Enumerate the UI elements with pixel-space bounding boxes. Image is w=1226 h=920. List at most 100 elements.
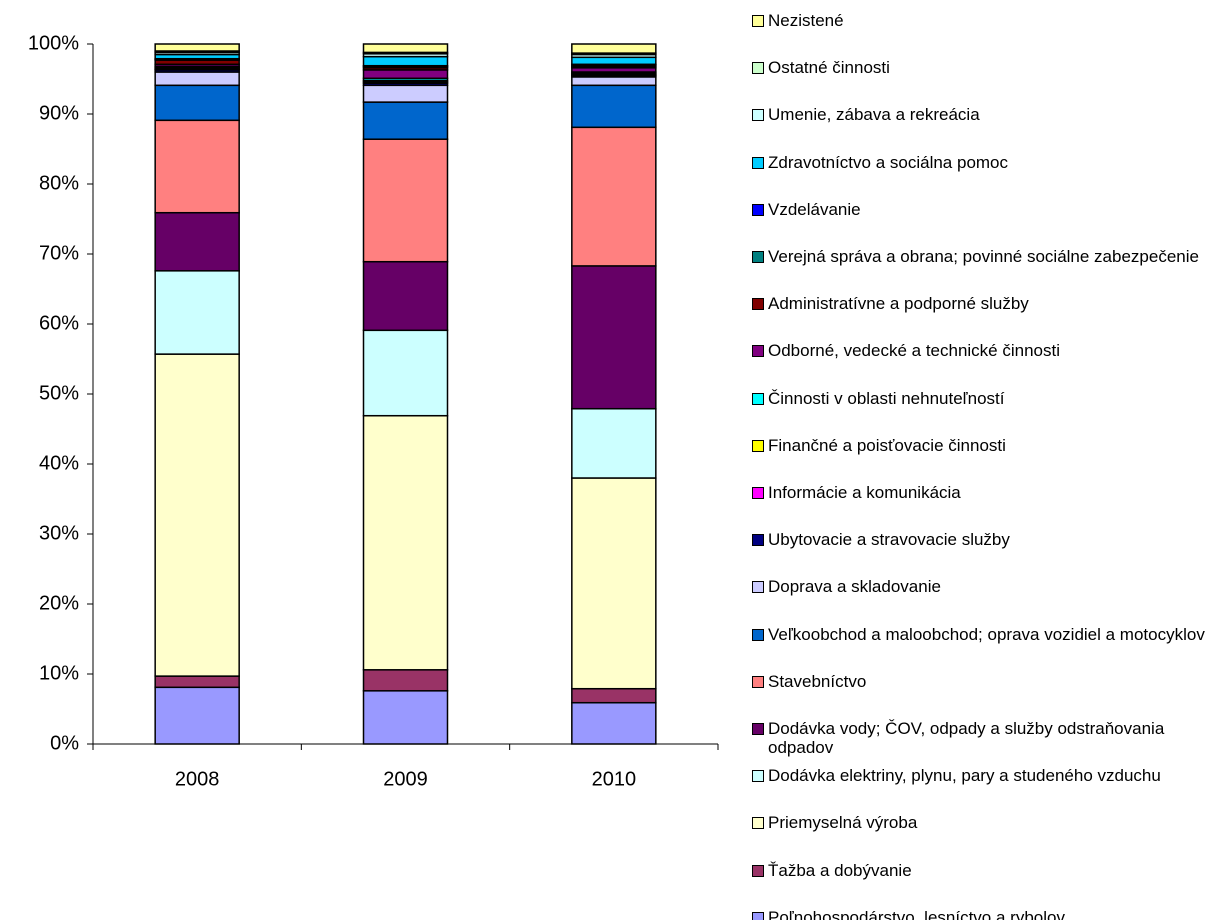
legend-label: Ubytovacie a stravovacie služby xyxy=(768,530,1010,550)
y-tick-label: 10% xyxy=(39,662,79,684)
y-tick-label: 20% xyxy=(39,592,79,614)
legend-entry: Stavebníctvo xyxy=(752,672,1220,691)
legend-entry: Ubytovacie a stravovacie služby xyxy=(752,530,1220,549)
bar-segment xyxy=(571,126,657,267)
bar-segment xyxy=(362,101,449,140)
legend-entry: Odborné, vedecké a technické činnosti xyxy=(752,341,1220,360)
bar-segment xyxy=(154,119,240,214)
legend-label: Administratívne a podporné služby xyxy=(768,294,1029,314)
legend-entry: Priemyselná výroba xyxy=(752,813,1220,832)
legend-label: Verejná správa a obrana; povinné sociáln… xyxy=(768,247,1199,266)
legend-label: Odborné, vedecké a technické činnosti xyxy=(768,341,1061,361)
legend-label: Činnosti v oblasti nehnuteľností xyxy=(768,388,1005,408)
legend-swatch xyxy=(752,345,764,358)
legend-entry: Doprava a skladovanie xyxy=(752,577,1220,596)
bar-segment xyxy=(154,71,240,87)
bar-segment xyxy=(571,84,657,129)
legend-entry: Ostatné činnosti xyxy=(752,58,1220,77)
bar-segment xyxy=(154,43,240,52)
legend-entry: Verejná správa a obrana; povinné sociáln… xyxy=(752,247,1220,266)
legend-entry: Veľkoobchod a maloobchod; oprava vozidie… xyxy=(752,625,1220,644)
x-tick-label: 2008 xyxy=(175,768,220,790)
bar-segment xyxy=(154,84,240,122)
bar-segment xyxy=(571,477,657,690)
legend-swatch xyxy=(752,109,764,122)
bar-segment xyxy=(154,353,240,677)
bar-segment xyxy=(362,260,449,332)
bar-segment xyxy=(362,329,449,417)
legend-label: Ostatné činnosti xyxy=(768,58,890,78)
legend-swatch xyxy=(752,675,764,688)
bar-segment xyxy=(571,56,657,66)
legend-swatch xyxy=(752,439,764,452)
legend-label: Poľnohospodárstvo, lesníctvo a rybolov xyxy=(768,907,1065,920)
legend-swatch xyxy=(752,298,764,311)
y-tick-label: 90% xyxy=(39,102,79,124)
bar-segment xyxy=(362,84,449,103)
legend-swatch xyxy=(752,628,764,641)
bar-segment xyxy=(362,55,449,67)
legend-label: Ťažba a dobývanie xyxy=(768,860,912,880)
legend-swatch xyxy=(752,487,764,499)
legend-swatch xyxy=(752,581,764,594)
bar-segment xyxy=(571,43,657,54)
x-tick-label: 2010 xyxy=(592,768,637,790)
y-tick-label: 30% xyxy=(39,522,79,544)
legend-swatch xyxy=(752,392,764,405)
legend-swatch xyxy=(752,911,764,920)
legend-swatch xyxy=(752,156,764,169)
legend-label: Priemyselná výroba xyxy=(768,813,918,833)
legend-swatch xyxy=(752,534,764,547)
legend-swatch xyxy=(752,15,764,27)
y-tick-label: 80% xyxy=(39,172,79,194)
bar-segment xyxy=(571,701,657,745)
bar-segment xyxy=(362,690,449,745)
legend-label: Umenie, zábava a rekreácia xyxy=(768,105,980,125)
legend-entry: Informácie a komunikácia xyxy=(752,483,1220,502)
y-tick-label: 60% xyxy=(39,312,79,334)
bar-segment xyxy=(362,669,449,692)
legend-label: Nezistené xyxy=(768,11,844,30)
legend-entry: Finančné a poisťovacie činnosti xyxy=(752,436,1220,455)
y-tick-label: 40% xyxy=(39,452,79,474)
legend-label: Zdravotníctvo a sociálna pomoc xyxy=(768,152,1009,172)
y-tick-label: 0% xyxy=(50,732,79,754)
legend-label: Informácie a komunikácia xyxy=(768,483,961,502)
bar-segment xyxy=(571,265,657,410)
y-tick-label: 50% xyxy=(39,382,79,404)
legend-entry: Zdravotníctvo a sociálna pomoc xyxy=(752,153,1220,172)
bar-segment xyxy=(571,687,657,704)
legend-entry: Ťažba a dobývanie xyxy=(752,861,1220,880)
bar-segment xyxy=(154,270,240,355)
legend-swatch xyxy=(752,723,764,735)
y-tick-label: 100% xyxy=(28,32,79,54)
bar-segment xyxy=(362,43,449,54)
legend-swatch xyxy=(752,770,764,783)
legend-entry: Dodávka elektriny, plynu, pary a studené… xyxy=(752,766,1220,785)
bar-segment xyxy=(154,211,240,272)
legend-entry: Poľnohospodárstvo, lesníctvo a rybolov xyxy=(752,908,1220,920)
legend-label: Dodávka vody; ČOV, odpady a služby odstr… xyxy=(768,719,1165,757)
legend-entry: Činnosti v oblasti nehnuteľností xyxy=(752,389,1220,408)
bar-segment xyxy=(362,414,449,671)
legend-swatch xyxy=(752,203,764,216)
legend-label: Veľkoobchod a maloobchod; oprava vozidie… xyxy=(768,624,1205,644)
bar-segment xyxy=(154,686,240,745)
bar-segment xyxy=(571,407,657,479)
legend-label: Vzdelávanie xyxy=(768,199,861,219)
legend-entry: Vzdelávanie xyxy=(752,200,1220,219)
legend-label: Dodávka elektriny, plynu, pary a studené… xyxy=(768,766,1161,786)
legend-entry: Administratívne a podporné služby xyxy=(752,294,1220,313)
legend-swatch xyxy=(752,251,764,263)
legend-swatch xyxy=(752,864,764,877)
bar-segment xyxy=(571,76,657,87)
legend-entry: Umenie, zábava a rekreácia xyxy=(752,105,1220,124)
legend-entry: Dodávka vody; ČOV, odpady a služby odstr… xyxy=(752,719,1220,757)
bar-segment xyxy=(362,69,449,80)
legend-label: Finančné a poisťovacie činnosti xyxy=(768,435,1006,455)
legend-label: Stavebníctvo xyxy=(768,671,867,691)
legend-swatch xyxy=(752,817,764,830)
y-tick-label: 70% xyxy=(39,242,79,264)
